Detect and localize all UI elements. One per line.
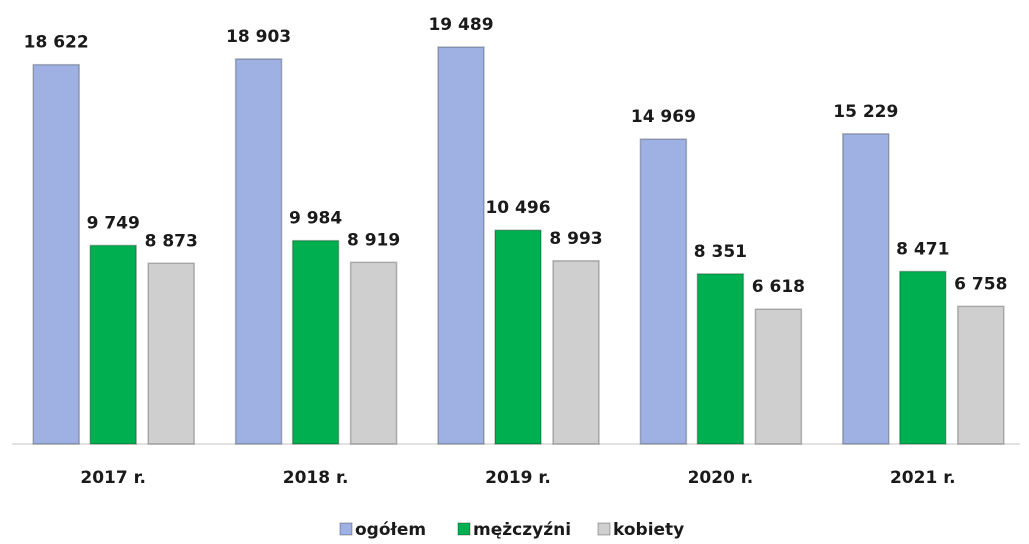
bar bbox=[957, 305, 1005, 445]
value-label: 10 496 bbox=[485, 198, 550, 218]
value-label: 14 969 bbox=[631, 107, 696, 127]
x-tick-label: 2020 r. bbox=[688, 468, 754, 488]
value-label: 19 489 bbox=[428, 15, 493, 35]
value-label: 8 471 bbox=[896, 239, 949, 259]
value-label: 8 919 bbox=[347, 230, 400, 250]
bar bbox=[234, 58, 283, 445]
x-tick-label: 2021 r. bbox=[890, 468, 956, 488]
value-label: 8 993 bbox=[549, 229, 602, 249]
bar bbox=[147, 262, 195, 445]
value-label: 8 351 bbox=[694, 242, 747, 262]
legend-label: ogółem bbox=[355, 520, 426, 540]
x-tick-label: 2019 r. bbox=[485, 468, 551, 488]
x-tick-label: 2017 r. bbox=[80, 468, 146, 488]
value-label: 6 618 bbox=[752, 277, 805, 297]
value-label: 18 622 bbox=[24, 33, 89, 53]
bar bbox=[899, 270, 947, 445]
value-label: 15 229 bbox=[833, 102, 898, 122]
bar bbox=[32, 63, 80, 445]
bar bbox=[696, 273, 745, 445]
legend-label: kobiety bbox=[613, 520, 684, 540]
value-label: 6 758 bbox=[954, 274, 1007, 294]
bar bbox=[639, 138, 688, 445]
value-label: 9 749 bbox=[87, 213, 140, 233]
x-tick-label: 2018 r. bbox=[283, 468, 349, 488]
legend-label: mężczyźni bbox=[473, 520, 571, 540]
value-label: 18 903 bbox=[226, 27, 291, 47]
bar bbox=[494, 229, 542, 445]
bar bbox=[437, 46, 485, 445]
legend-swatch bbox=[339, 522, 353, 536]
bar bbox=[349, 261, 398, 445]
bar bbox=[291, 239, 340, 445]
legend-swatch bbox=[597, 522, 611, 536]
value-label: 8 873 bbox=[145, 231, 198, 251]
bar bbox=[552, 260, 600, 445]
legend-swatch bbox=[457, 522, 471, 536]
bar bbox=[89, 244, 137, 445]
bar bbox=[842, 133, 890, 445]
bar bbox=[754, 308, 803, 445]
value-label: 9 984 bbox=[289, 209, 342, 229]
